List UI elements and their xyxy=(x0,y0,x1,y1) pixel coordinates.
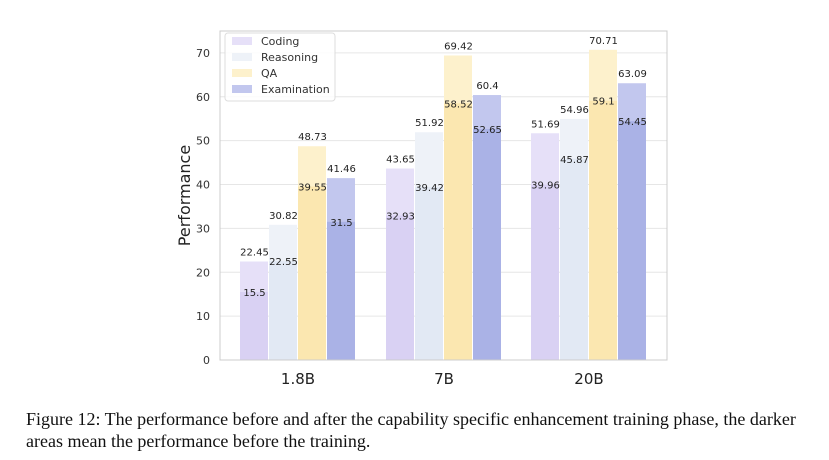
bar-before-examination xyxy=(327,221,355,360)
value-label-after: 48.73 xyxy=(298,132,327,143)
bars xyxy=(240,49,646,361)
legend-label: QA xyxy=(261,67,278,80)
value-label-after: 70.71 xyxy=(589,36,618,47)
value-label-after: 43.65 xyxy=(386,155,415,166)
bar-before-qa xyxy=(298,186,326,360)
plot-frame xyxy=(219,30,668,361)
y-tick-label: 10 xyxy=(196,310,210,323)
y-tick-label: 20 xyxy=(196,266,210,279)
bar-before-qa xyxy=(444,103,472,360)
bar-before-qa xyxy=(589,100,617,361)
bar-before-reasoning xyxy=(560,158,588,360)
value-labels: 22.45 15.5 43.65 32.93 51.69 39.96 30.82 22.55 5… xyxy=(240,36,647,299)
value-label-before: 39.42 xyxy=(415,183,444,194)
value-label-after: 69.42 xyxy=(444,41,473,52)
legend-swatch xyxy=(232,37,252,45)
chart: 22.45 15.5 43.65 32.93 51.69 39.96 30.82 22.55 5… xyxy=(175,30,668,388)
value-label-before: 52.65 xyxy=(473,125,502,136)
value-label-before: 22.55 xyxy=(269,257,298,268)
value-label-after: 51.92 xyxy=(415,118,444,129)
value-label-after: 22.45 xyxy=(240,248,269,259)
y-tick-label: 0 xyxy=(203,354,210,367)
x-tick-label: 20B xyxy=(574,370,603,388)
value-label-before: 31.5 xyxy=(330,218,352,229)
bar-before-reasoning xyxy=(269,261,297,360)
value-label-after: 30.82 xyxy=(269,211,298,222)
value-label-after: 41.46 xyxy=(327,164,356,175)
legend-label: Examination xyxy=(261,83,330,96)
bar-before-examination xyxy=(618,121,646,360)
value-label-after: 63.09 xyxy=(618,69,647,80)
legend: Coding Reasoning QA Examination xyxy=(224,32,336,102)
value-label-before: 45.87 xyxy=(560,155,589,166)
legend-frame xyxy=(224,32,336,102)
y-axis-title: Performance xyxy=(175,145,194,246)
bar-before-coding xyxy=(531,184,559,360)
figure-caption: Figure 12: The performance before and af… xyxy=(26,409,796,451)
x-tick-label: 7B xyxy=(434,370,454,388)
y-tick-label: 50 xyxy=(196,135,210,148)
bar-before-coding xyxy=(240,292,268,360)
legend-label: Reasoning xyxy=(261,51,318,64)
x-tick-label: 1.8B xyxy=(281,370,315,388)
y-tick-label: 40 xyxy=(196,179,210,192)
value-label-after: 60.4 xyxy=(476,81,498,92)
legend-swatch xyxy=(232,53,252,61)
value-label-before: 32.93 xyxy=(386,212,415,223)
value-label-before: 59.1 xyxy=(592,97,614,108)
value-label-before: 15.5 xyxy=(243,288,265,299)
y-tick-label: 60 xyxy=(196,91,210,104)
value-label-before: 39.96 xyxy=(531,181,560,192)
value-label-after: 54.96 xyxy=(560,105,589,116)
legend-swatch xyxy=(232,85,252,93)
bar-before-examination xyxy=(473,129,501,360)
value-label-before: 39.55 xyxy=(298,183,327,194)
legend-swatch xyxy=(232,69,252,77)
y-tick-label: 30 xyxy=(196,222,210,235)
value-label-before: 58.52 xyxy=(444,99,473,110)
axes: 0 10 20 30 40 50 60 70 1.8B 7B 20B xyxy=(196,47,604,388)
bar-before-coding xyxy=(386,215,414,360)
bar-before-reasoning xyxy=(415,187,443,360)
y-tick-label: 70 xyxy=(196,47,210,60)
legend-label: Coding xyxy=(261,35,299,48)
value-label-after: 51.69 xyxy=(531,119,560,130)
value-label-before: 54.45 xyxy=(618,117,647,128)
